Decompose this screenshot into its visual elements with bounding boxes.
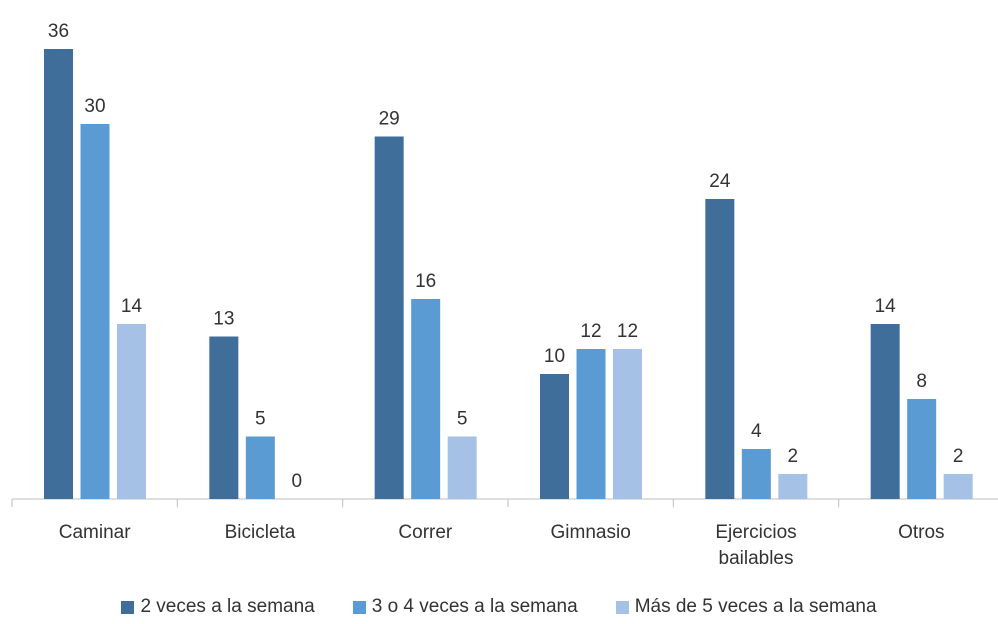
data-label: 29 [379, 109, 400, 130]
legend-swatch-series-2 [352, 600, 366, 614]
data-label: 2 [788, 446, 799, 467]
data-label: 16 [415, 271, 436, 292]
legend: 2 veces a la semana 3 o 4 veces a la sem… [0, 596, 998, 618]
data-label: 0 [292, 471, 303, 492]
bar-1 [870, 324, 900, 499]
bar-2 [741, 449, 771, 499]
legend-label-series-3: Más de 5 veces a la semana [634, 596, 877, 617]
bar-2 [245, 436, 275, 499]
data-label: 24 [709, 171, 731, 192]
bar-2 [80, 124, 110, 499]
category-label: Correr [398, 522, 453, 543]
bar-1 [209, 336, 239, 499]
legend-swatch-series-3 [615, 600, 629, 614]
legend-item-series-1: 2 veces a la semana [121, 596, 315, 618]
legend-label-series-2: 3 o 4 veces a la semana [371, 596, 578, 617]
category-label: Otros [898, 522, 944, 543]
bar-1 [540, 374, 569, 499]
bar-3 [778, 474, 808, 499]
bar-2 [576, 349, 606, 499]
data-label: 30 [84, 96, 105, 117]
category-label: Caminar [59, 522, 131, 543]
legend-swatch-series-1 [121, 600, 135, 614]
legend-label-series-1: 2 veces a la semana [140, 596, 315, 617]
data-label: 4 [751, 421, 762, 442]
category-label: Gimnasio [551, 522, 631, 543]
data-label: 13 [213, 309, 234, 330]
data-label: 8 [916, 371, 927, 392]
bar-1 [374, 136, 404, 499]
bar-3 [117, 324, 146, 499]
bar-2 [907, 399, 937, 499]
legend-item-series-3: Más de 5 veces a la semana [615, 596, 877, 618]
bar-2 [411, 299, 441, 499]
data-label: 36 [48, 21, 69, 42]
data-label: 10 [544, 346, 565, 367]
bar-3 [613, 349, 642, 499]
bar-3 [943, 474, 973, 499]
bar-1 [44, 49, 73, 499]
bar-3 [447, 436, 477, 499]
data-label: 12 [617, 321, 638, 342]
legend-item-series-2: 3 o 4 veces a la semana [352, 596, 578, 618]
data-label: 14 [875, 296, 897, 317]
category-label: Bicicleta [225, 522, 296, 543]
data-label: 14 [121, 296, 143, 317]
data-label: 5 [255, 409, 266, 430]
data-label: 12 [580, 321, 601, 342]
bar-chart: 36 30 14 Caminar 13 5 0 Bicicleta 29 16 5 Correr 10 1… [11, 21, 998, 569]
category-label: bailables [719, 548, 794, 569]
bar-1 [705, 199, 735, 499]
data-label: 2 [953, 446, 964, 467]
category-label: Ejercicios [715, 522, 796, 543]
data-label: 5 [457, 409, 468, 430]
